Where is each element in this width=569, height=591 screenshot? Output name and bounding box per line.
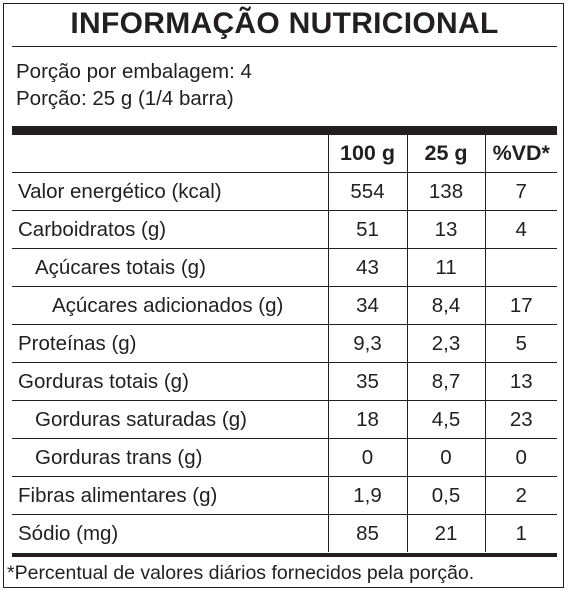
portion-size: Porção: 25 g (1/4 barra) — [16, 87, 234, 110]
value-100g: 554 — [327, 172, 407, 211]
title-divider — [12, 46, 557, 47]
value-25g: 8,7 — [406, 362, 485, 401]
nutrition-label-frame — [3, 3, 564, 588]
value-25g: 138 — [406, 172, 485, 211]
value-daily-percent: 13 — [484, 362, 557, 401]
nutrient-name: Açúcares adicionados (g) — [12, 286, 328, 325]
header-100g: 100 g — [327, 135, 407, 173]
thick-divider — [12, 126, 557, 135]
value-100g: 85 — [327, 514, 407, 552]
value-25g: 21 — [406, 514, 485, 552]
nutrient-name: Sódio (mg) — [18, 522, 119, 545]
value-100g: 0 — [327, 438, 407, 477]
value-100g: 51 — [327, 210, 407, 249]
header-daily-value: %VD* — [484, 135, 557, 173]
nutrient-name: Carboidratos (g) — [12, 210, 328, 249]
value-100g: 18 — [327, 400, 407, 439]
table-row: Açúcares adicionados (g) 34 8,4 17 — [12, 286, 557, 325]
label-title: INFORMAÇÃO NUTRICIONAL — [70, 7, 499, 40]
header-25g: 25 g — [406, 135, 485, 173]
nutrient-name: Fibras alimentares (g) — [12, 476, 328, 515]
value-100g: 43 — [327, 248, 407, 287]
value-25g: 4,5 — [406, 400, 485, 439]
value-25g: 11 — [406, 248, 485, 287]
nutrient-name: Valor energético (kcal) — [12, 172, 328, 211]
table-row: Gorduras saturadas (g) 18 4,5 23 — [12, 400, 557, 439]
value-100g: 9,3 — [327, 324, 407, 363]
header-nutrient — [12, 135, 328, 173]
value-100g: 35 — [327, 362, 407, 401]
footnote: *Percentual de valores diários fornecido… — [7, 562, 475, 584]
table-row: Carboidratos (g) 51 13 4 — [12, 210, 557, 249]
bottom-divider — [12, 553, 557, 557]
value-100g: 34 — [327, 286, 407, 325]
value-25g: 2,3 — [406, 324, 485, 363]
value-25g: 13 — [406, 210, 485, 249]
table-row: Sódio (mg) 85 21 1 — [12, 514, 557, 552]
table-row: Açúcares totais (g) 43 11 — [12, 248, 557, 287]
value-daily-percent: 5 — [484, 324, 557, 363]
nutrient-name: Gorduras trans (g) — [12, 438, 328, 477]
value-daily-percent: 23 — [484, 400, 557, 439]
nutrient-name: Proteínas (g) — [12, 324, 328, 363]
value-25g: 8,4 — [406, 286, 485, 325]
portions-per-package: Porção por embalagem: 4 — [16, 60, 252, 83]
nutrition-table: 100 g 25 g %VD* Valor energético (kcal) 5… — [12, 135, 557, 552]
value-25g: 0 — [406, 438, 485, 477]
value-daily-percent: 1 — [484, 514, 557, 552]
value-100g: 1,9 — [327, 476, 407, 515]
table-row: Fibras alimentares (g) 1,9 0,5 2 — [12, 476, 557, 515]
nutrient-name: Açúcares totais (g) — [12, 248, 328, 287]
value-daily-percent: 0 — [484, 438, 557, 477]
table-row: Gorduras totais (g) 35 8,7 13 — [12, 362, 557, 401]
value-daily-percent — [484, 248, 557, 287]
table-row: Proteínas (g) 9,3 2,3 5 — [12, 324, 557, 363]
table-row: Gorduras trans (g) 0 0 0 — [12, 438, 557, 477]
table-header-row: 100 g 25 g %VD* — [12, 135, 557, 173]
value-25g: 0,5 — [406, 476, 485, 515]
value-daily-percent: 7 — [484, 172, 557, 211]
nutrient-name: Gorduras saturadas (g) — [12, 400, 328, 439]
table-row: Valor energético (kcal) 554 138 7 — [12, 172, 557, 211]
value-daily-percent: 17 — [484, 286, 557, 325]
nutrient-name: Gorduras totais (g) — [12, 362, 328, 401]
value-daily-percent: 2 — [484, 476, 557, 515]
value-daily-percent: 4 — [484, 210, 557, 249]
